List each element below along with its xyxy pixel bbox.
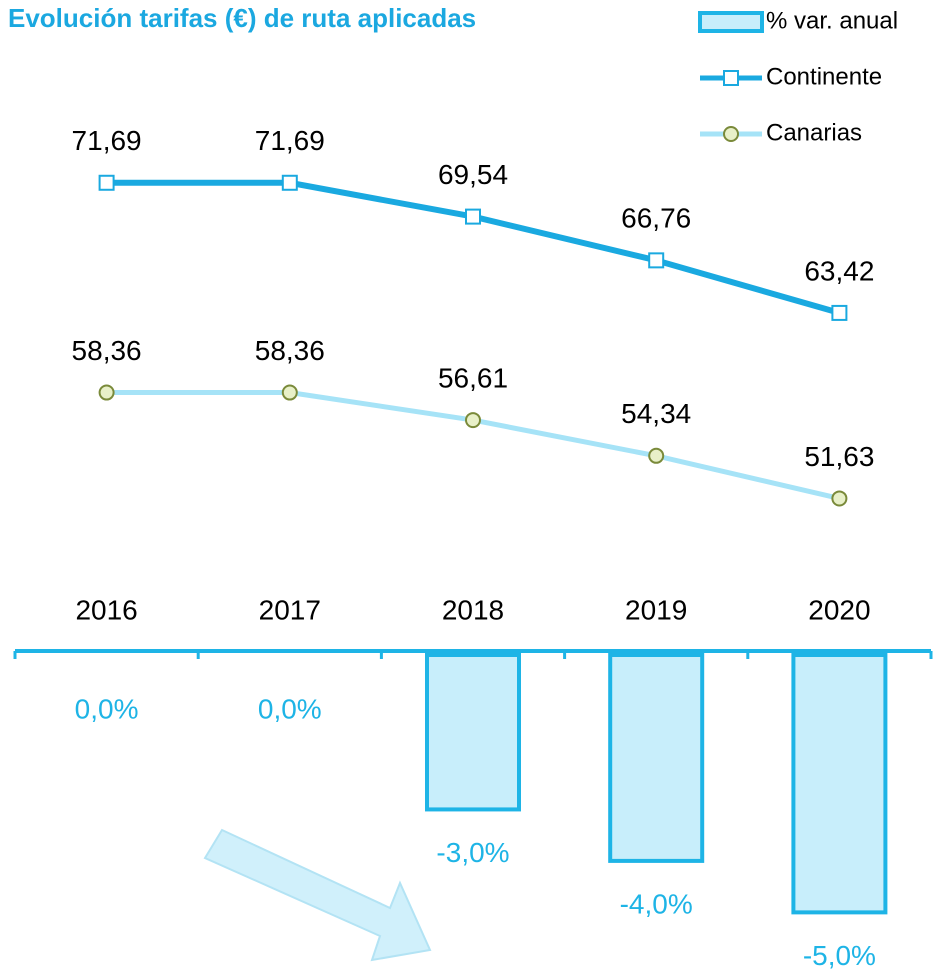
x-tick-label: 2017	[259, 594, 321, 625]
decorative-arrow	[203, 828, 432, 962]
bar-value-label: 0,0%	[75, 693, 139, 724]
point-value-label: 51,63	[804, 441, 874, 472]
point-value-label: 56,61	[438, 362, 508, 393]
legend-label: % var. anual	[766, 7, 898, 34]
point-value-label: 54,34	[621, 398, 691, 429]
x-tick-label: 2019	[625, 594, 687, 625]
line-marker	[281, 174, 298, 191]
bar	[608, 653, 705, 863]
line-marker	[831, 304, 848, 321]
line-marker	[281, 384, 298, 401]
line-marker	[465, 412, 481, 429]
x-tick-label: 2016	[75, 594, 137, 625]
bar	[791, 653, 888, 915]
point-value-label: 66,76	[621, 203, 691, 234]
line-marker	[98, 384, 115, 401]
point-value-label: 63,42	[804, 255, 874, 286]
legend-swatch	[698, 11, 764, 33]
line-marker	[648, 447, 665, 464]
series-line	[106, 390, 840, 501]
bar-value-label: -4,0%	[620, 888, 693, 919]
chart-title: Evolución tarifas (€) de ruta aplicadas	[8, 3, 476, 33]
line-marker	[98, 174, 115, 191]
bar-value-label: 0,0%	[258, 693, 322, 724]
line-marker	[831, 490, 848, 507]
line-marker	[723, 70, 739, 86]
point-value-label: 69,54	[438, 159, 508, 190]
point-value-label: 58,36	[255, 335, 325, 366]
line-marker	[465, 208, 481, 225]
bar	[425, 653, 521, 812]
point-value-label: 58,36	[72, 335, 142, 366]
point-value-label: 71,69	[255, 125, 325, 156]
legend-label: Canarias	[766, 119, 862, 146]
line-marker	[648, 252, 665, 269]
line-marker	[723, 126, 739, 142]
x-tick-label: 2020	[808, 594, 870, 625]
bar-value-label: -5,0%	[803, 940, 876, 969]
point-value-label: 71,69	[72, 125, 142, 156]
legend-label: Continente	[766, 63, 882, 90]
bar-value-label: -3,0%	[436, 837, 509, 868]
series-line	[106, 179, 841, 316]
x-tick-label: 2018	[442, 594, 504, 625]
